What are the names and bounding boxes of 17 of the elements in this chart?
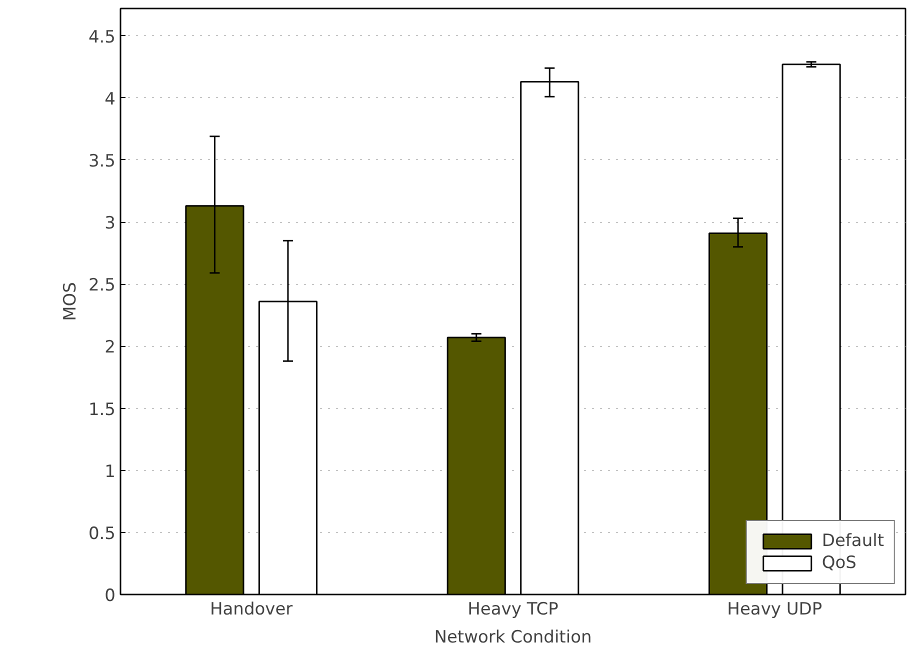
y-tick-label: 3: [104, 214, 116, 234]
y-tick-label: 4: [104, 89, 116, 110]
y-axis-title: MOS: [60, 282, 80, 321]
y-tick-label: 1: [104, 462, 116, 482]
y-tick-label: 0: [104, 586, 116, 606]
x-tick-label: Handover: [210, 600, 293, 620]
y-tick-label: 4.5: [88, 27, 116, 48]
y-tick-label: 0.5: [88, 524, 116, 544]
x-tick-label: Heavy UDP: [727, 600, 822, 620]
x-axis-title: Network Condition: [434, 628, 592, 648]
x-tick-label: Heavy TCP: [468, 600, 558, 620]
legend-label: QoS: [822, 553, 856, 573]
y-tick-label: 3.5: [88, 151, 116, 172]
y-tick-label: 1.5: [88, 400, 116, 420]
legend-label: Default: [822, 531, 884, 551]
y-tick-label: 2.5: [88, 276, 116, 296]
y-tick-label: 2: [104, 338, 116, 358]
